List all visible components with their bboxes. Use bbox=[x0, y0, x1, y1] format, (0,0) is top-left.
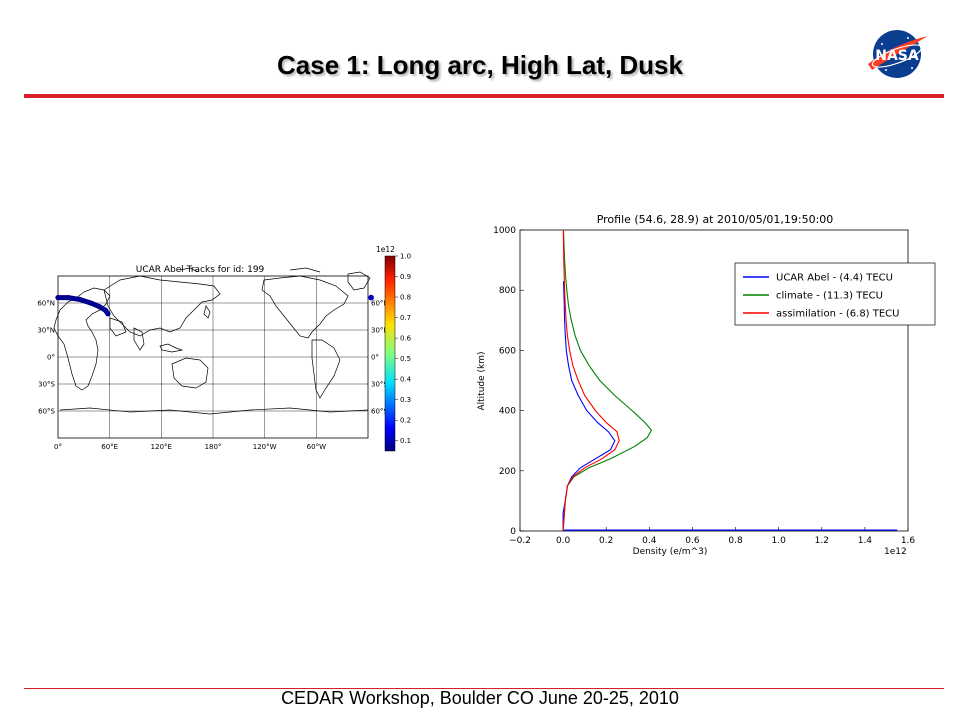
map-y-tick-left: 30°N bbox=[37, 327, 55, 335]
colorbar-tick-label: 0.9 bbox=[400, 273, 411, 281]
track-point bbox=[65, 295, 71, 301]
profile-x-exponent: 1e12 bbox=[884, 547, 907, 557]
profile-y-tick-label: 600 bbox=[499, 346, 516, 356]
map-x-tick: 60°W bbox=[307, 443, 326, 451]
track-point bbox=[102, 307, 108, 313]
profile-y-tick-label: 0 bbox=[510, 527, 516, 537]
track-point-wrap bbox=[368, 294, 374, 301]
colorbar-tick-label: 0.7 bbox=[400, 314, 411, 322]
colorbar-tick-label: 0.1 bbox=[400, 437, 411, 445]
profile-x-tick-label: 0.0 bbox=[556, 536, 571, 546]
profile-y-tick-label: 1000 bbox=[493, 226, 516, 236]
map-y-tick-left: 0° bbox=[47, 354, 55, 362]
profile-x-tick-label: 1.2 bbox=[815, 536, 829, 546]
legend-box bbox=[734, 262, 936, 326]
profile-title: Profile (54.6, 28.9) at 2010/05/01,19:50… bbox=[597, 213, 834, 226]
map-y-tick-left: 30°S bbox=[38, 381, 55, 389]
map-y-tick-left: 60°N bbox=[37, 300, 55, 308]
profile-y-tick-label: 800 bbox=[499, 286, 516, 296]
legend-label: UCAR Abel - (4.4) TECU bbox=[776, 273, 893, 284]
colorbar bbox=[384, 255, 396, 452]
map-x-tick: 180° bbox=[205, 443, 222, 451]
map-grid bbox=[58, 276, 368, 438]
profile-x-tick-label: 0.4 bbox=[642, 536, 657, 546]
colorbar-tick-label: 0.3 bbox=[400, 396, 411, 404]
map-y-tick-right: 30°N bbox=[371, 327, 389, 335]
profile-series-line-1 bbox=[562, 229, 653, 532]
profile-x-ticks: −0.2 0.0 0.2 0.4 0.6 0.8 1.0 1.2 1.4 1.6 bbox=[509, 527, 915, 546]
profile-series bbox=[562, 229, 898, 532]
profile-series-line-2 bbox=[562, 229, 620, 532]
map-coastlines bbox=[53, 267, 371, 415]
slide-footer: CEDAR Workshop, Boulder CO June 20-25, 2… bbox=[281, 688, 679, 708]
colorbar-tick-label: 0.5 bbox=[400, 355, 411, 363]
colorbar-tick-label: 0.4 bbox=[400, 376, 412, 384]
track-point bbox=[76, 296, 83, 302]
profile-x-tick-label: 0.6 bbox=[685, 536, 700, 546]
map-y-ticks-right: 60°N 30°N 0° 30°S 60°S bbox=[371, 300, 389, 416]
track-point bbox=[55, 295, 61, 301]
map-x-tick: 60°E bbox=[101, 443, 118, 451]
profile-x-tick-label: 1.6 bbox=[901, 536, 916, 546]
profile-xlabel: Density (e/m^3) bbox=[633, 547, 708, 557]
map-y-tick-right: 0° bbox=[371, 354, 379, 362]
profile-x-tick-label: 0.2 bbox=[599, 536, 613, 546]
track-point bbox=[105, 311, 111, 317]
map-y-tick-right: 60°S bbox=[371, 408, 388, 416]
map-x-tick: 0° bbox=[54, 443, 62, 451]
profile-x-tick-label: 1.4 bbox=[858, 536, 873, 546]
profile-x-tick-label: 0.8 bbox=[728, 536, 743, 546]
slide-title: Case 1: Long arc, High Lat, Dusk bbox=[277, 50, 683, 80]
map-x-ticks: 0° 60°E 120°E 180° 120°W 60°W bbox=[54, 443, 326, 451]
map-track bbox=[55, 294, 374, 317]
profile-figure: Profile (54.6, 28.9) at 2010/05/01,19:50… bbox=[477, 213, 936, 557]
profile-legend: UCAR Abel - (4.4) TECU climate - (11.3) T… bbox=[734, 262, 936, 326]
nasa-logo-text: NASA bbox=[875, 48, 919, 64]
nasa-logo: NASA bbox=[868, 30, 928, 78]
map-y-tick-left: 60°S bbox=[38, 408, 55, 416]
colorbar-ticks: 1.0 0.9 0.8 0.7 0.6 0.5 0.4 0.3 0.2 0.1 bbox=[395, 253, 412, 445]
map-title: UCAR Abel Tracks for id: 199 bbox=[136, 265, 265, 275]
legend-label: climate - (11.3) TECU bbox=[776, 291, 883, 302]
title-divider bbox=[24, 94, 944, 98]
profile-x-tick-label: 1.0 bbox=[772, 536, 787, 546]
colorbar-tick-label: 1.0 bbox=[400, 253, 411, 261]
colorbar-tick-label: 0.8 bbox=[400, 294, 411, 302]
track-point bbox=[96, 304, 102, 310]
profile-y-tick-label: 200 bbox=[499, 467, 516, 477]
profile-x-tick-label: −0.2 bbox=[509, 536, 531, 546]
legend-label: assimilation - (6.8) TECU bbox=[776, 309, 900, 320]
track-point bbox=[88, 300, 94, 306]
colorbar-exponent: 1e12 bbox=[376, 245, 395, 254]
map-figure: UCAR Abel Tracks for id: 199 0° 60°E 120°E… bbox=[37, 245, 412, 452]
map-y-tick-right: 60°N bbox=[371, 300, 389, 308]
colorbar-tick-label: 0.6 bbox=[400, 335, 412, 343]
map-x-tick: 120°E bbox=[151, 443, 172, 451]
footer-divider bbox=[24, 688, 944, 689]
map-y-ticks-left: 60°N 30°N 0° 30°S 60°S bbox=[37, 300, 55, 416]
profile-y-ticks: 0 200 400 600 800 1000 bbox=[493, 226, 524, 537]
profile-y-tick-label: 400 bbox=[499, 407, 516, 417]
colorbar-tick-label: 0.2 bbox=[400, 417, 411, 425]
profile-ylabel: Altitude (km) bbox=[477, 351, 487, 410]
map-y-tick-right: 30°S bbox=[371, 381, 388, 389]
map-x-tick: 120°W bbox=[253, 443, 277, 451]
